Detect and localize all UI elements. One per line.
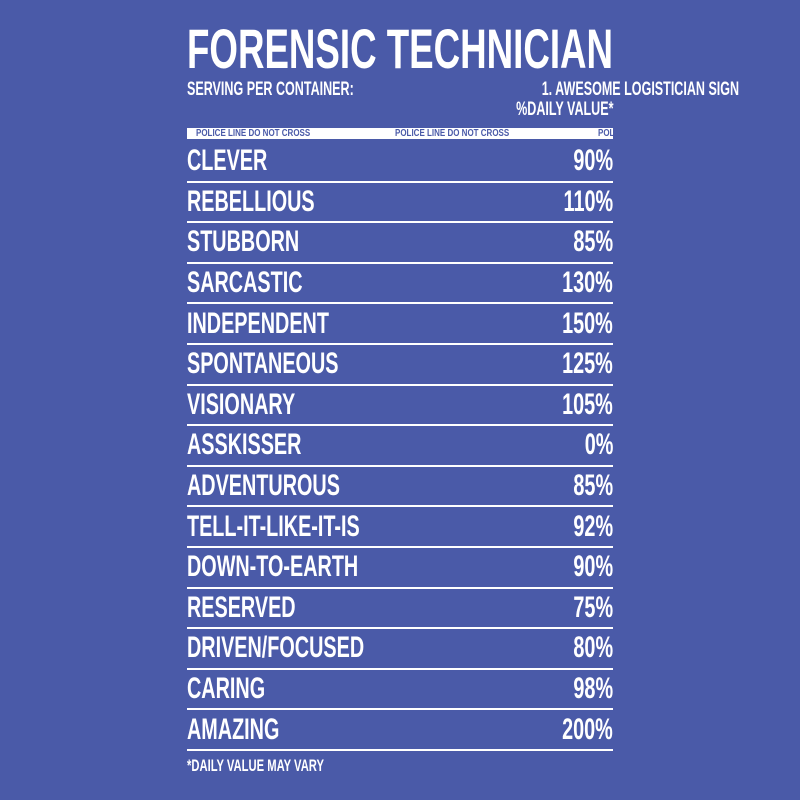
trait-row: RESERVED 75% — [187, 589, 613, 630]
trait-row: SARCASTIC 130% — [187, 264, 613, 305]
trait-label: CARING — [187, 672, 266, 706]
tape-text: POLICE LINE DO NOT CROSS — [196, 128, 311, 139]
daily-value-header: %DAILY VALUE* — [515, 99, 613, 120]
trait-row: REBELLIOUS 110% — [187, 183, 613, 224]
trait-label: SARCASTIC — [187, 266, 303, 300]
trait-value: 75% — [573, 590, 613, 624]
trait-row: STUBBORN 85% — [187, 223, 613, 264]
trait-row: DOWN-TO-EARTH 90% — [187, 548, 613, 589]
trait-row: INDEPENDENT 150% — [187, 304, 613, 345]
trait-value: 110% — [563, 184, 613, 218]
trait-label: RESERVED — [187, 590, 296, 624]
trait-row: AMAZING 200% — [187, 710, 613, 751]
serving-line: SERVING PER CONTAINER: 1. AWESOME LOGIST… — [187, 79, 739, 100]
trait-row: VISIONARY 105% — [187, 386, 613, 427]
trait-value: 90% — [573, 144, 613, 178]
trait-value: 80% — [573, 631, 613, 665]
trait-value: 98% — [573, 672, 613, 706]
trait-label: VISIONARY — [187, 387, 296, 421]
trait-value: 92% — [573, 509, 613, 543]
trait-row: DRIVEN/FOCUSED 80% — [187, 629, 613, 670]
footnote: *DAILY VALUE MAY VARY — [187, 757, 395, 775]
trait-label: ADVENTUROUS — [187, 469, 340, 503]
trait-label: AMAZING — [187, 712, 280, 746]
trait-row: SPONTANEOUS 125% — [187, 345, 613, 386]
trait-label: SPONTANEOUS — [187, 347, 339, 381]
trait-label: CLEVER — [187, 144, 268, 178]
trait-label: REBELLIOUS — [187, 184, 315, 218]
trait-list: CLEVER 90% REBELLIOUS 110% STUBBORN 85% SARCAS… — [187, 142, 613, 751]
trait-value: 85% — [573, 225, 613, 259]
daily-value-line: %DAILY VALUE* — [187, 100, 613, 120]
tape-text: POLICE LINE DO NOT CROSS — [395, 128, 510, 139]
police-tape: POLICE LINE DO NOT CROSS POLICE LINE DO … — [187, 128, 613, 139]
serving-label: SERVING PER CONTAINER: — [187, 79, 354, 100]
trait-value: 105% — [562, 387, 613, 421]
trait-value: 125% — [562, 347, 613, 381]
trait-label: DOWN-TO-EARTH — [187, 550, 359, 584]
trait-label: INDEPENDENT — [187, 306, 329, 340]
title: FORENSIC TECHNICIAN — [187, 17, 613, 78]
trait-label: STUBBORN — [187, 225, 300, 259]
trait-label: TELL-IT-LIKE-IT-IS — [187, 509, 360, 543]
trait-label: ASSKISSER — [187, 428, 302, 462]
title-text: FORENSIC TECHNICIAN — [187, 17, 613, 78]
trait-value: 200% — [562, 712, 613, 746]
trait-row: TELL-IT-LIKE-IT-IS 92% — [187, 507, 613, 548]
serving-value: 1. AWESOME LOGISTICIAN SIGN — [541, 79, 739, 100]
trait-value: 0% — [584, 428, 613, 462]
trait-row: ASSKISSER 0% — [187, 426, 613, 467]
trait-value: 130% — [562, 266, 613, 300]
trait-value: 90% — [573, 550, 613, 584]
tape-text: POLICE LINE DO NOT CROSS — [598, 128, 613, 139]
trait-row: ADVENTUROUS 85% — [187, 467, 613, 508]
trait-label: DRIVEN/FOCUSED — [187, 631, 365, 665]
trait-row: CLEVER 90% — [187, 142, 613, 183]
trait-row: CARING 98% — [187, 670, 613, 711]
footnote-text: *DAILY VALUE MAY VARY — [187, 756, 324, 775]
trait-value: 150% — [562, 306, 613, 340]
trait-value: 85% — [573, 469, 613, 503]
